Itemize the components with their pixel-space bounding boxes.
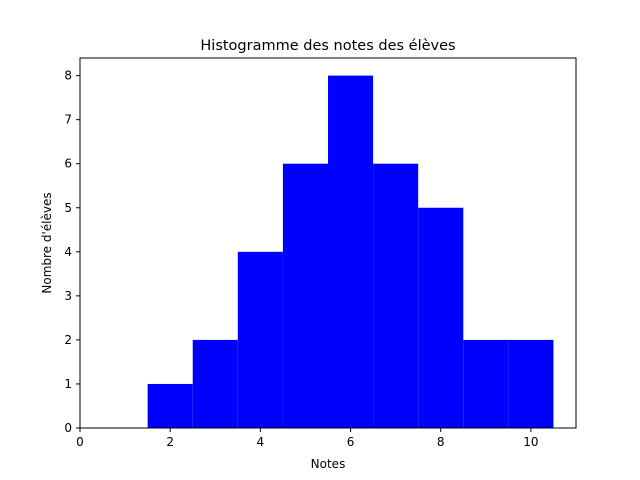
y-tick-label: 6 (64, 157, 72, 171)
plot-area-frame (79, 57, 577, 429)
histogram-bar-3 (282, 163, 328, 428)
chart-title: Histogramme des notes des élèves (200, 38, 455, 54)
x-tick-label: 10 (523, 435, 538, 449)
histogram-bar-1 (192, 339, 238, 428)
y-tick-label: 8 (64, 69, 72, 83)
x-tick-label: 2 (166, 435, 174, 449)
x-axis-label: Notes (311, 457, 346, 471)
histogram-bar-7 (463, 339, 509, 428)
histogram-bar-4 (328, 75, 374, 428)
x-tick-label: 4 (257, 435, 265, 449)
x-tick-label: 6 (347, 435, 355, 449)
y-tick-label: 4 (64, 245, 72, 259)
y-tick-label: 5 (64, 201, 72, 215)
y-tick-label: 7 (64, 113, 72, 127)
histogram-bar-6 (418, 207, 464, 428)
y-axis-ticks: 0 1 2 3 4 5 6 7 8 (64, 69, 80, 435)
y-tick-label: 2 (64, 333, 72, 347)
y-tick-label: 1 (64, 377, 72, 391)
y-axis-label: Nombre d'élèves (40, 192, 54, 293)
histogram-bar-2 (237, 251, 283, 428)
bars-group (147, 75, 554, 428)
x-axis-ticks: 0 2 4 6 8 10 (76, 428, 539, 449)
histogram-bar-5 (373, 163, 419, 428)
y-tick-label: 3 (64, 289, 72, 303)
y-tick-label: 0 (64, 421, 72, 435)
histogram-bar-0 (147, 383, 193, 428)
x-tick-label: 0 (76, 435, 84, 449)
histogram-bar-8 (508, 339, 554, 428)
x-tick-label: 8 (437, 435, 445, 449)
